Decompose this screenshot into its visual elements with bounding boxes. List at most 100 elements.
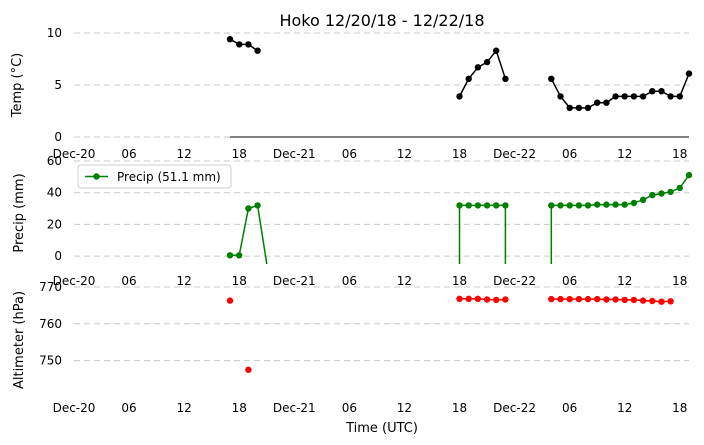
series-line bbox=[230, 204, 268, 265]
x-tick-label: 06 bbox=[121, 401, 136, 415]
x-tick-label: 18 bbox=[672, 274, 687, 288]
data-point bbox=[676, 93, 683, 100]
y-tick-label: 20 bbox=[47, 217, 62, 231]
x-tick-label: 06 bbox=[342, 401, 357, 415]
x-tick-label: 18 bbox=[232, 147, 247, 161]
x-tick-label: 12 bbox=[617, 274, 632, 288]
data-point bbox=[658, 298, 665, 305]
panel-2: 0 20 40 60 Dec-20 06 12 18 Dec-21 06 12 18 Dec-22 06 1… bbox=[12, 154, 693, 288]
data-point bbox=[594, 99, 601, 106]
data-point bbox=[639, 93, 647, 100]
data-point bbox=[667, 188, 674, 196]
panel-3: 750 760 770 Dec-20 06 12 18 Dec-21 06 12 18 Dec-22 0… bbox=[12, 280, 689, 415]
data-point bbox=[474, 295, 482, 302]
x-tick-label: 12 bbox=[177, 147, 192, 161]
x-tick-label: 06 bbox=[562, 401, 577, 415]
data-point bbox=[621, 296, 628, 304]
data-point bbox=[639, 297, 647, 304]
series-3 bbox=[226, 295, 674, 373]
legend-box bbox=[77, 164, 232, 189]
x-tick-label: 18 bbox=[672, 401, 687, 415]
chart-panels: 0 5 10 Dec-20 06 12 18 Dec-21 06 12 18 Dec-22 06 12 18… bbox=[10, 26, 693, 415]
legend: Precip (51.1 mm) bbox=[77, 164, 232, 189]
data-point bbox=[649, 191, 656, 199]
x-tick-label: 18 bbox=[232, 274, 247, 288]
data-point bbox=[594, 295, 601, 303]
data-point bbox=[584, 104, 592, 112]
data-point bbox=[612, 296, 619, 303]
x-tick-label: Dec-21 bbox=[273, 147, 316, 161]
data-point bbox=[603, 99, 610, 106]
x-tick-label: 12 bbox=[397, 401, 412, 415]
data-point bbox=[649, 88, 656, 95]
data-point bbox=[254, 202, 261, 209]
series-line bbox=[458, 204, 507, 264]
data-point bbox=[630, 199, 638, 207]
data-point bbox=[658, 88, 665, 95]
y-axis-label: Temp (°C) bbox=[10, 53, 25, 119]
data-point bbox=[658, 190, 665, 197]
data-point bbox=[483, 202, 491, 209]
y-tick-label: 5 bbox=[54, 78, 62, 92]
data-point bbox=[254, 47, 261, 54]
x-tick-label: Dec-20 bbox=[53, 274, 96, 288]
series-2 bbox=[226, 171, 693, 265]
y-tick-label: 40 bbox=[47, 186, 62, 200]
x-tick-label: 12 bbox=[177, 274, 192, 288]
data-point bbox=[245, 205, 252, 212]
data-point bbox=[548, 202, 555, 209]
x-tick-label: 12 bbox=[397, 274, 412, 288]
x-tick-label: 18 bbox=[672, 147, 687, 161]
y-axis-label: Precip (mm) bbox=[12, 173, 27, 252]
series-line bbox=[458, 49, 507, 97]
data-point bbox=[548, 295, 555, 303]
x-tick-label: 12 bbox=[397, 147, 412, 161]
x-tick-label: 06 bbox=[121, 147, 136, 161]
y-tick-label: 10 bbox=[47, 26, 62, 40]
data-point bbox=[630, 93, 638, 100]
data-point bbox=[612, 201, 619, 208]
data-point bbox=[575, 104, 583, 112]
data-point bbox=[621, 93, 628, 100]
data-point bbox=[603, 201, 610, 208]
data-point bbox=[621, 201, 628, 208]
data-point bbox=[603, 296, 610, 303]
data-point bbox=[630, 296, 638, 304]
data-point bbox=[226, 297, 234, 304]
data-point bbox=[557, 93, 564, 100]
x-tick-label: 18 bbox=[452, 147, 467, 161]
x-tick-label: Dec-22 bbox=[493, 147, 536, 161]
data-point bbox=[557, 295, 564, 303]
data-point bbox=[456, 295, 463, 302]
legend-label: Precip (51.1 mm) bbox=[117, 170, 221, 184]
y-tick-label: 0 bbox=[54, 249, 62, 263]
data-point bbox=[649, 297, 656, 305]
y-tick-label: 0 bbox=[54, 130, 62, 144]
series-line bbox=[229, 38, 259, 52]
x-tick-label: 18 bbox=[452, 401, 467, 415]
data-point bbox=[685, 70, 693, 77]
data-point bbox=[667, 93, 674, 100]
data-point bbox=[456, 202, 463, 209]
series-line bbox=[550, 174, 690, 264]
data-point bbox=[584, 202, 592, 209]
x-tick-label: 06 bbox=[562, 147, 577, 161]
data-point bbox=[502, 75, 509, 83]
chart-title: Hoko 12/20/18 - 12/22/18 bbox=[279, 11, 484, 30]
x-tick-label: 18 bbox=[452, 274, 467, 288]
panel-1: 0 5 10 Dec-20 06 12 18 Dec-21 06 12 18 Dec-22 06 12 18… bbox=[10, 26, 693, 161]
data-point bbox=[676, 184, 683, 192]
data-point bbox=[566, 104, 573, 112]
y-tick-label: 770 bbox=[39, 280, 62, 294]
data-point bbox=[584, 295, 592, 303]
x-tick-label: 06 bbox=[342, 274, 357, 288]
data-point bbox=[465, 202, 472, 209]
x-tick-label: Dec-21 bbox=[273, 401, 316, 415]
data-point bbox=[236, 252, 243, 259]
x-tick-label: 06 bbox=[562, 274, 577, 288]
y-axis-label: Altimeter (hPa) bbox=[12, 291, 27, 389]
data-point bbox=[483, 296, 491, 303]
y-tick-label: 750 bbox=[39, 354, 62, 368]
data-point bbox=[226, 36, 234, 43]
